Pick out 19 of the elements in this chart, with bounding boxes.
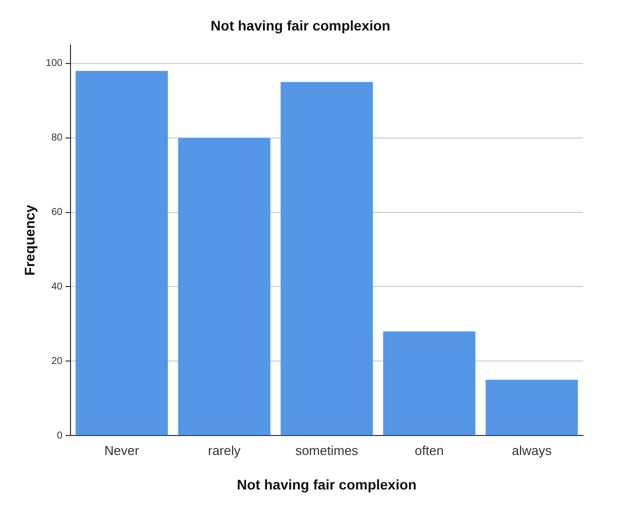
bar	[280, 82, 373, 436]
y-tick-label: 100	[46, 58, 63, 70]
x-tick-label: always	[512, 442, 552, 458]
chart-title: Not having fair complexion	[210, 17, 390, 34]
y-tick-label: 40	[51, 281, 63, 292]
bar	[178, 138, 270, 436]
bar	[76, 70, 168, 436]
x-tick-label: rarely	[208, 442, 241, 458]
y-tick-label: 0	[56, 430, 63, 442]
bar	[486, 380, 578, 436]
y-tick-label: 80	[51, 132, 63, 144]
y-tick-label: 60	[51, 207, 63, 218]
bar	[383, 331, 476, 436]
x-axis-title: Not having fair complexion	[236, 476, 417, 492]
x-tick-label: sometimes	[295, 442, 359, 458]
x-tick-label: Never	[104, 442, 140, 458]
y-axis-title: Frequency	[21, 204, 38, 276]
x-tick-label: often	[414, 442, 444, 458]
y-tick-label: 20	[51, 356, 63, 367]
